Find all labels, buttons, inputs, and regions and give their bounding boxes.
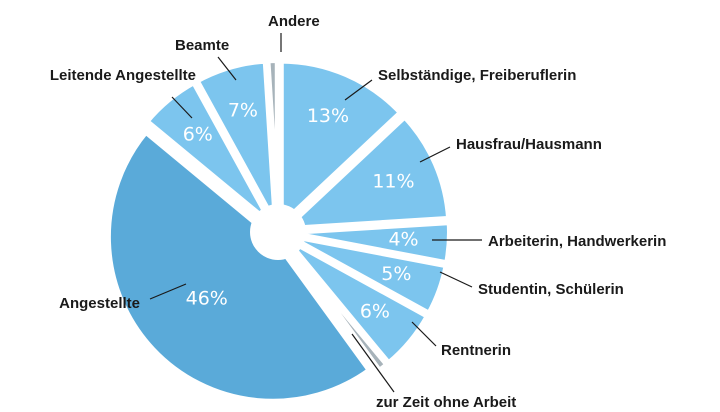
value-label: 13% bbox=[307, 105, 349, 127]
leader-line bbox=[149, 283, 187, 300]
pie-slice bbox=[281, 113, 453, 233]
leader-line bbox=[171, 96, 193, 119]
leader-line bbox=[439, 271, 473, 288]
slice-label: zur Zeit ohne Arbeit bbox=[376, 394, 516, 411]
slice-label: Rentnerin bbox=[441, 342, 511, 359]
pie-slice bbox=[277, 57, 405, 229]
slice-label: Leitende Angestellte bbox=[50, 67, 196, 84]
center-hole bbox=[250, 204, 306, 260]
value-label: 46% bbox=[186, 287, 228, 309]
value-label: 4% bbox=[388, 228, 418, 250]
leader-line bbox=[217, 56, 237, 81]
slice-label: Hausfrau/Hausmann bbox=[456, 136, 602, 153]
slice-label: Studentin, Schülerin bbox=[478, 281, 624, 298]
leader-line bbox=[344, 79, 373, 101]
leader-line bbox=[419, 146, 451, 163]
value-label: 6% bbox=[360, 301, 390, 323]
value-label: 6% bbox=[183, 124, 213, 146]
pie-slice bbox=[104, 128, 373, 405]
slice-label: Beamte bbox=[175, 37, 229, 54]
slice-label: Angestellte bbox=[59, 295, 140, 312]
pie-slice bbox=[264, 57, 281, 229]
leader-line bbox=[351, 333, 395, 393]
slice-label: Arbeiterin, Handwerkerin bbox=[488, 233, 666, 250]
value-label: 7% bbox=[228, 100, 258, 122]
slice-label: Selbständige, Freiberuflerin bbox=[378, 67, 576, 84]
value-label: 11% bbox=[372, 171, 414, 193]
value-label: 5% bbox=[381, 263, 411, 285]
slice-label: Andere bbox=[268, 13, 320, 30]
leader-line bbox=[411, 321, 437, 347]
